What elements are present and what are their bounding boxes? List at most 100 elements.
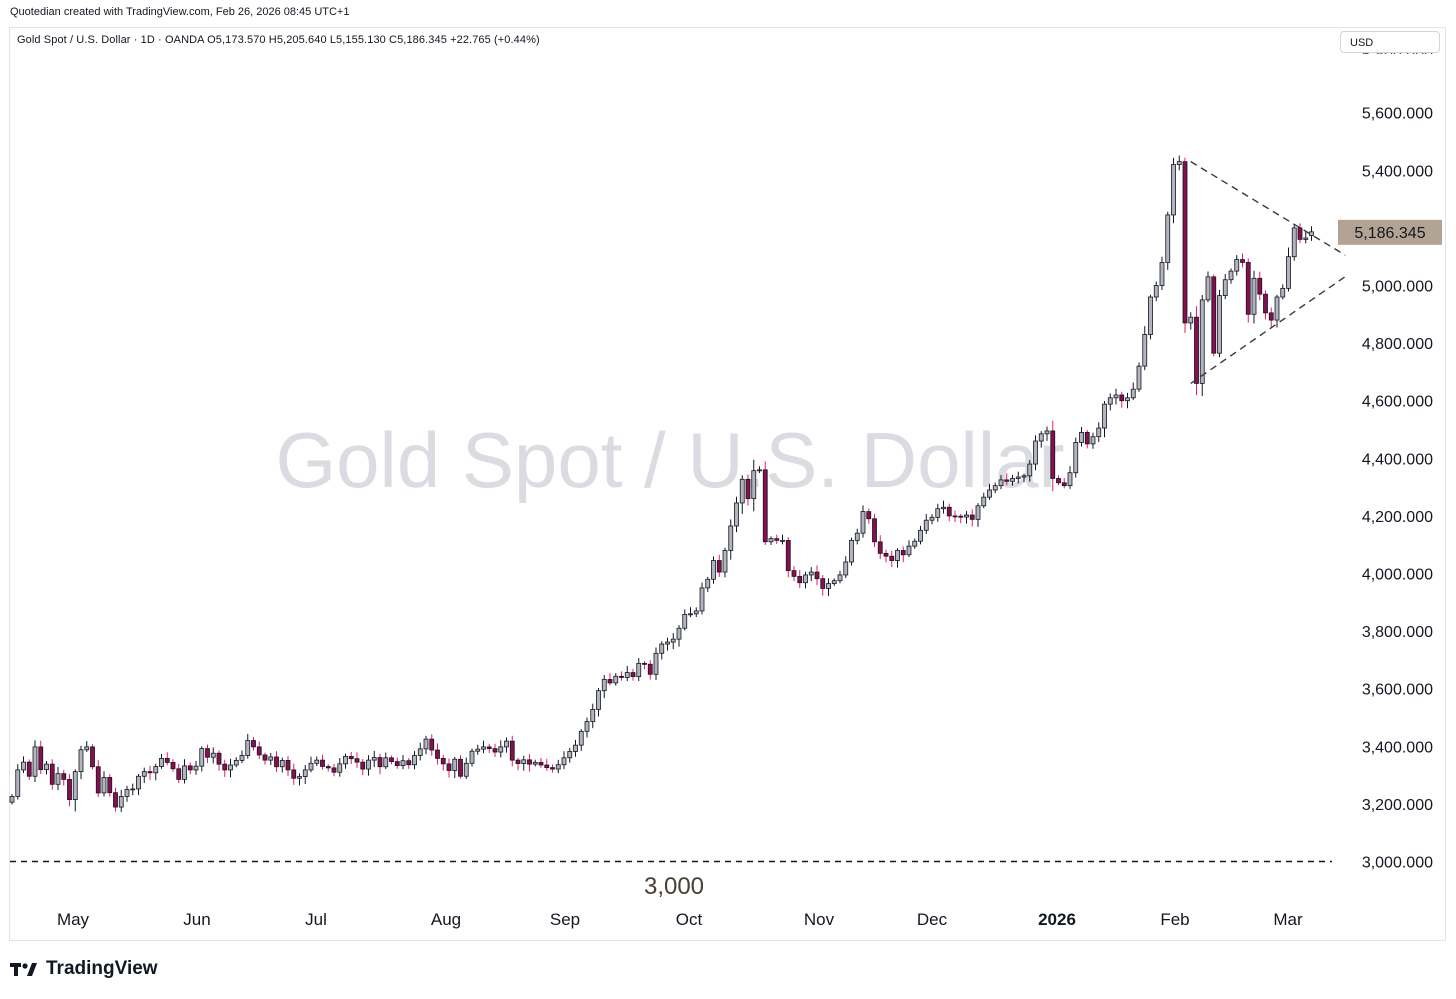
candle [268, 752, 274, 766]
candle [360, 758, 366, 776]
candle [935, 503, 941, 522]
candle [739, 475, 745, 514]
time-tick-label: Jul [305, 910, 327, 929]
candle [1211, 274, 1217, 357]
candle [1222, 273, 1228, 300]
candle [1217, 289, 1222, 358]
candle [596, 687, 601, 717]
candle [377, 753, 383, 775]
time-tick-label: Sep [550, 910, 580, 929]
candle [745, 474, 751, 506]
candle [256, 741, 262, 759]
candle [803, 571, 808, 589]
candle [688, 607, 693, 618]
candle [61, 770, 67, 786]
candle [831, 578, 837, 586]
candle [544, 758, 550, 771]
candle [665, 637, 670, 651]
candle [1044, 426, 1050, 441]
candle [705, 576, 711, 592]
candle [722, 547, 728, 578]
candle [320, 754, 325, 770]
candle [1010, 474, 1015, 486]
candle [21, 756, 26, 774]
candle [136, 773, 141, 796]
candle [228, 758, 233, 778]
candle [233, 757, 239, 768]
candle [728, 519, 734, 560]
candle [1027, 460, 1033, 482]
candle [946, 503, 952, 522]
candle [964, 511, 969, 524]
triangle-upper-line[interactable] [1190, 161, 1346, 256]
time-axis[interactable]: May Jun Jul Aug Sep Oct Nov Dec 2026 Feb Mar [57, 910, 1303, 929]
candle [308, 756, 314, 773]
candle [877, 535, 883, 560]
candle [343, 753, 348, 769]
candle [95, 760, 101, 797]
candle [78, 745, 84, 780]
candle [1228, 268, 1234, 284]
candle [567, 747, 573, 763]
candle [170, 759, 176, 772]
candle [757, 466, 762, 473]
price-tick-label: 4,000.000 [1362, 567, 1433, 584]
price-tick-label: 3,800.000 [1362, 624, 1433, 641]
level-3000-label: 3,000 [644, 873, 704, 900]
candle [498, 740, 504, 758]
candle [182, 759, 187, 784]
candle [607, 673, 613, 686]
candle [1199, 295, 1205, 397]
candle [561, 751, 567, 770]
candle [785, 537, 791, 578]
time-tick-label: Aug [431, 910, 461, 929]
candle [147, 765, 153, 780]
candle [676, 625, 682, 647]
candle [923, 514, 929, 534]
current-price-tag [1338, 219, 1442, 245]
time-tick-label: Jun [183, 910, 210, 929]
candle [509, 735, 515, 767]
candle [941, 500, 946, 514]
candle [987, 483, 992, 500]
candle [1056, 475, 1061, 486]
candle [751, 459, 757, 512]
candle [1084, 430, 1090, 449]
candle [826, 578, 831, 596]
candle [429, 734, 435, 756]
price-tick-label: 3,000.000 [1362, 855, 1433, 872]
candle [314, 756, 320, 767]
candle [1234, 255, 1240, 276]
candle [492, 743, 498, 757]
candle [383, 752, 389, 770]
candle [279, 757, 285, 773]
candle [371, 750, 377, 768]
candle [1251, 270, 1257, 324]
candle [216, 750, 222, 771]
tradingview-logo[interactable]: TradingView [10, 958, 158, 980]
candle [820, 575, 826, 596]
candle [44, 760, 49, 775]
candle [578, 729, 584, 751]
candle [325, 764, 331, 772]
candle [199, 746, 205, 772]
candle [486, 743, 492, 754]
candle [883, 549, 889, 563]
candle [1263, 290, 1268, 320]
candle [682, 609, 688, 631]
candle [1090, 432, 1096, 449]
candle [889, 550, 895, 568]
candle [205, 744, 210, 764]
price-tick-label: 4,600.000 [1362, 394, 1433, 411]
grid-layer: 3,000 [10, 860, 1332, 900]
candle [837, 570, 843, 584]
candle [1297, 223, 1303, 244]
time-tick-label: May [57, 910, 90, 929]
triangle-lower-line[interactable] [1190, 276, 1346, 384]
price-axis[interactable]: 3,000.000 3,200.000 3,400.000 3,600.000 3,80… [1338, 47, 1442, 872]
candle [1130, 382, 1136, 401]
currency-selector[interactable]: USD [1340, 31, 1440, 53]
candle [1303, 231, 1309, 244]
candle [1102, 400, 1107, 438]
